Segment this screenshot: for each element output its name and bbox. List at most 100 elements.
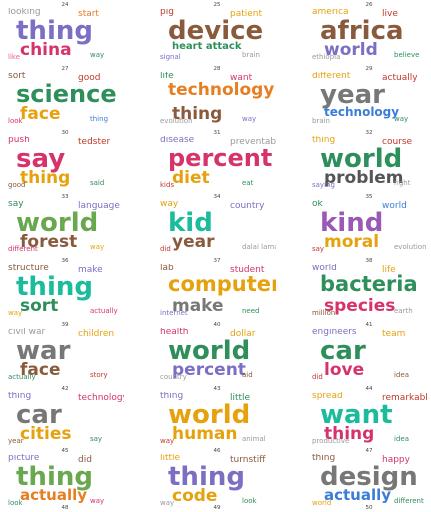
cloud-word: say [90,435,103,443]
cloud-word: actually [324,486,392,504]
word-cloud: year technology different actually way brain [310,72,428,127]
cloud-word: different [8,245,38,253]
cloud-word: different [312,72,351,81]
cloud-word: like [8,53,21,61]
cloud-word: pig [160,8,174,17]
cloud-word: face [20,104,61,124]
word-cloud: computer make lab student need internet [158,264,276,319]
word-cloud: device heart attack pig patient brain signal [158,8,276,63]
cloud-word: saying [312,181,335,189]
cloud-word: need [242,307,260,315]
cloud-word: children [78,329,115,339]
cloud-word: preventable [230,137,276,147]
cloud-word: idea [394,435,409,443]
cloud-main-word: device [168,16,264,46]
cloud-word: productive [312,437,350,445]
cloud-word: earth [394,307,413,315]
cloud-word: say [312,245,325,253]
word-cloud: war face civil war children story actually [6,328,124,383]
cloud-word: brain [242,51,260,59]
cloud-word: did [78,455,92,465]
cloud-word: brain [312,117,330,125]
cloud-word: way [394,115,409,123]
cell-number: 50 [365,505,373,511]
cloud-word: cities [20,424,72,444]
cloud-word: ethiopia [312,53,341,61]
cloud-word: way [90,51,105,59]
cloud-word: thing [8,392,32,401]
cell-number: 40 [213,322,221,328]
cloud-word: technology [78,393,124,403]
word-cloud: world problem thing course right saying [310,136,428,191]
cloud-word: evolution [394,243,427,251]
cell-number: 33 [61,194,69,200]
cloud-word: little [160,454,181,463]
cloud-word: year [172,232,215,252]
cloud-main-word: kid [168,208,213,238]
cloud-main-word: thing [168,462,245,492]
cloud-word: did [160,245,171,253]
cloud-main-word: world [16,208,99,238]
cell-number: 41 [365,322,373,328]
cloud-word: believe [394,51,420,59]
cloud-word: sort [8,72,26,81]
cloud-word: actually [20,486,88,504]
cloud-word: lab [160,264,174,273]
cell-number: 30 [61,130,69,136]
cloud-main-word: car [320,336,366,366]
cloud-word: heart attack [172,41,242,52]
cloud-word: health [160,328,189,337]
cloud-main-word: science [16,80,117,108]
cloud-main-word: war [16,336,71,366]
word-cloud: science face sort good thing look [6,72,124,127]
cloud-word: student [230,265,265,275]
cloud-word: say [8,200,24,209]
cell-number: 31 [213,130,221,136]
cell-number: 49 [213,505,221,511]
cloud-word: turnstiff [230,455,266,465]
cloud-word: right [394,179,411,187]
cloud-word: moral [324,232,380,252]
word-cloud: thing actually picture did way look [6,454,124,509]
cloud-main-word: africa [320,16,404,46]
cloud-word: story [90,371,108,379]
cloud-word: dollar [230,329,256,339]
cell-number: 45 [61,448,69,454]
cloud-word: species [324,296,396,316]
cloud-word: structure [8,264,49,273]
cloud-word: world [312,499,332,507]
cloud-word: thing [172,104,223,124]
cloud-word: engineers [312,328,357,337]
cloud-word: look [8,117,23,125]
cloud-word: way [90,497,105,505]
cloud-word: way [160,499,175,507]
cloud-word: face [20,360,61,380]
cloud-main-word: technology [168,80,275,100]
cloud-main-word: thing [16,272,93,302]
word-cloud: world human thing little animal way [158,392,276,447]
cloud-word: happy [382,455,410,465]
cloud-main-word: world [168,400,251,430]
word-cloud: world percent health dollar aid country [158,328,276,383]
cloud-word: world [324,40,378,60]
cloud-word: spread [312,392,343,401]
cloud-word: make [172,296,224,316]
cloud-word: actually [8,373,36,381]
word-cloud: say thing push tedster said good [6,136,124,191]
cloud-word: life [160,72,174,81]
cloud-word: animal [242,435,266,443]
cloud-word: evolution [160,117,193,125]
cell-number: 48 [61,505,69,511]
cloud-word: life [382,265,396,275]
cloud-word: look [242,497,257,505]
cloud-word: team [382,329,406,339]
cell-number: 27 [61,66,69,72]
cloud-word: patient [230,9,263,19]
cloud-word: tedster [78,137,111,147]
cloud-word: way [160,200,179,209]
word-cloud: kid year way country dalai lama did [158,200,276,255]
word-cloud: bacteria species world life earth million [310,264,428,319]
cloud-word: good [78,73,101,83]
cloud-word: thing [20,168,71,188]
